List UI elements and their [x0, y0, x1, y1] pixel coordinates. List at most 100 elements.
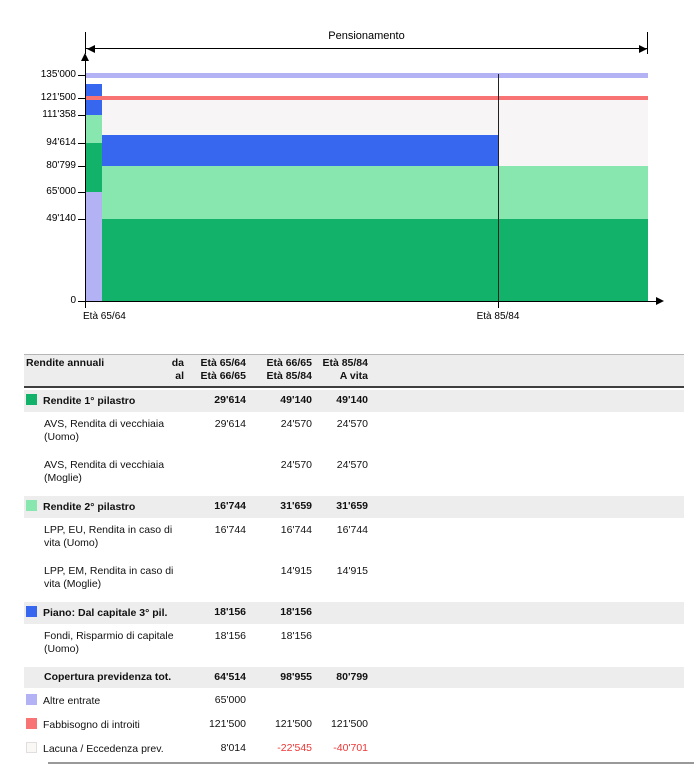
x-tick-label: Età 65/64 [83, 311, 126, 322]
y-tick [78, 114, 85, 116]
row-value-cell: 16'744 [186, 496, 248, 518]
y-tick-label: 94'614 [46, 136, 76, 148]
row-filler-cell [370, 667, 684, 688]
table-row-piano-dal-capitale-3-pil: Piano: Dal capitale 3° pil. 18'156 18'156 [24, 602, 684, 624]
table-row-avs-rendita-di-vecchiaia: AVS, Rendita di vecchiaia (Uomo) 29'614 24'… [24, 414, 684, 453]
row-value-cell: 121'500 [208, 718, 246, 730]
row-value-cell: 8'014 [220, 742, 246, 754]
row-value-cell: 121'500 [330, 718, 368, 730]
legend-swatch-icon [26, 606, 37, 617]
rendite-table-section: Rendite annuali da al Età 65/64 Età 66/65 Età… [24, 352, 694, 764]
row-value-cell: 18'156 [214, 630, 246, 642]
row-value-cell: 16'744 [280, 524, 312, 536]
arrow-right-icon [639, 45, 647, 53]
row-label-cell: Fabbisogno di introiti [24, 714, 186, 736]
row-label-cell: LPP, EU, Rendita in caso di vita (Uomo) [44, 524, 173, 549]
pensionamento-label: Pensionamento [328, 30, 405, 42]
row-filler-cell [370, 390, 684, 412]
legend-swatch-icon [26, 500, 37, 511]
row-value-cell: 18'156 [248, 602, 314, 624]
y-tick [78, 165, 85, 167]
row-value-cell: 24'570 [280, 418, 312, 430]
row-label-cell: AVS, Rendita di vecchiaia (Moglie) [44, 459, 165, 484]
rendite-table: Rendite annuali da al Età 65/64 Età 66/65 Età… [24, 352, 684, 762]
y-tick-label: 0 [70, 295, 76, 306]
area-segment-rendite-2-pilastro [498, 165, 648, 219]
row-value-cell [186, 455, 248, 494]
row-label-cell: Piano: Dal capitale 3° pil. [24, 602, 186, 624]
area-segment-rendite-1-pilastro [498, 218, 648, 301]
x-tick [498, 301, 499, 308]
y-tick [78, 192, 85, 194]
area-segment-rendite-2-pilastro [85, 114, 102, 143]
row-filler-cell [370, 602, 684, 624]
area-segment-rendite-1-pilastro [102, 218, 498, 301]
legend-swatch-icon [26, 718, 37, 729]
row-value-cell: 65'000 [214, 694, 246, 706]
header-filler-cell [370, 354, 684, 388]
y-tick [78, 142, 85, 144]
table-header: Rendite annuali da al Età 65/64 Età 66/65 Età… [24, 354, 684, 388]
row-label-cell: Copertura previdenza tot. [24, 667, 186, 688]
header-period-cell: Età 65/64 Età 66/65 [186, 354, 248, 388]
row-value-cell: 14'915 [280, 565, 312, 577]
row-label-cell: Lacuna / Eccedenza prev. [24, 738, 186, 760]
row-label-cell: Rendite 1° pilastro [24, 390, 186, 412]
row-value-cell [314, 690, 370, 712]
row-value-cell: 16'744 [336, 524, 368, 536]
y-axis-arrow-icon [81, 53, 89, 61]
table-header-row: Rendite annuali da al Età 65/64 Età 66/65 Età… [24, 354, 684, 388]
row-label-cell: LPP, EM, Rendita in caso di vita (Moglie) [44, 565, 174, 590]
row-label-cell: AVS, Rendita di vecchiaia (Uomo) [44, 418, 165, 443]
row-value-cell: 64'514 [186, 667, 248, 688]
marker-line-eta-85-84 [498, 74, 499, 308]
area-segment-altre-entrate [85, 192, 102, 301]
row-value-cell: 24'570 [336, 459, 368, 471]
row-filler-cell [370, 690, 684, 712]
row-label-cell: Fondi, Risparmio di capitale (Uomo) [44, 630, 174, 655]
x-axis [85, 301, 656, 302]
y-tick-label: 49'140 [46, 212, 76, 224]
row-value-cell: 98'955 [248, 667, 314, 688]
table-body: Rendite 1° pilastro 29'614 49'140 49'140 AVS… [24, 390, 684, 760]
row-filler-cell [370, 455, 684, 494]
arrow-left-icon [87, 45, 95, 53]
y-axis [85, 60, 86, 302]
y-tick [78, 75, 85, 76]
row-filler-cell [370, 561, 684, 600]
row-value-cell: 24'570 [336, 418, 368, 430]
x-tick-label: Età 85/84 [476, 311, 520, 322]
header-period-cell: Età 85/84 A vita [314, 354, 370, 388]
row-value-cell: 29'614 [214, 418, 246, 430]
row-value-cell: 18'156 [186, 602, 248, 624]
row-value-cell [186, 561, 248, 600]
y-tick-label: 111'358 [42, 108, 76, 120]
row-value-cell: 16'744 [214, 524, 246, 536]
row-value-cell: 121'500 [274, 718, 312, 730]
y-tick-label: 80'799 [46, 159, 76, 171]
table-row-fondi-risparmio-di-capitale: Fondi, Risparmio di capitale (Uomo) 18'156… [24, 626, 684, 665]
legend-swatch-icon [26, 742, 37, 753]
header-title-cell: Rendite annuali da al [24, 354, 186, 388]
y-tick [78, 301, 85, 302]
y-tick-label: 121'500 [40, 91, 76, 103]
x-tick [85, 301, 86, 308]
x-axis-arrow-icon [656, 297, 664, 305]
header-period-cell: Età 66/65 Età 85/84 [248, 354, 314, 388]
y-tick [78, 97, 85, 99]
area-segment-piano-dal-capitale-3-pil [102, 135, 498, 166]
row-value-cell: 49'140 [314, 390, 370, 412]
table-row-rendite-1-pilastro: Rendite 1° pilastro 29'614 49'140 49'140 [24, 390, 684, 412]
table-row-copertura-previdenza-tot: Copertura previdenza tot. 64'514 98'955 80'… [24, 667, 684, 688]
area-segment-rendite-2-pilastro [102, 165, 498, 219]
row-label-cell: Altre entrate [24, 690, 186, 712]
row-filler-cell [370, 738, 684, 760]
y-tick-label: 65'000 [46, 186, 76, 198]
pensionamento-dimension-line [86, 48, 647, 49]
reference-line-altre-entrate-linea [85, 72, 648, 78]
table-row-rendite-2-pilastro: Rendite 2° pilastro 16'744 31'659 31'659 [24, 496, 684, 518]
dimension-end-bar-right [647, 32, 648, 54]
legend-swatch-icon [26, 694, 37, 705]
table-row-lpp-em-rendita-in-caso-di: LPP, EM, Rendita in caso di vita (Moglie)… [24, 561, 684, 600]
table-row-lacuna-eccedenza-prev: Lacuna / Eccedenza prev. 8'014 -22'545 -40'… [24, 738, 684, 760]
